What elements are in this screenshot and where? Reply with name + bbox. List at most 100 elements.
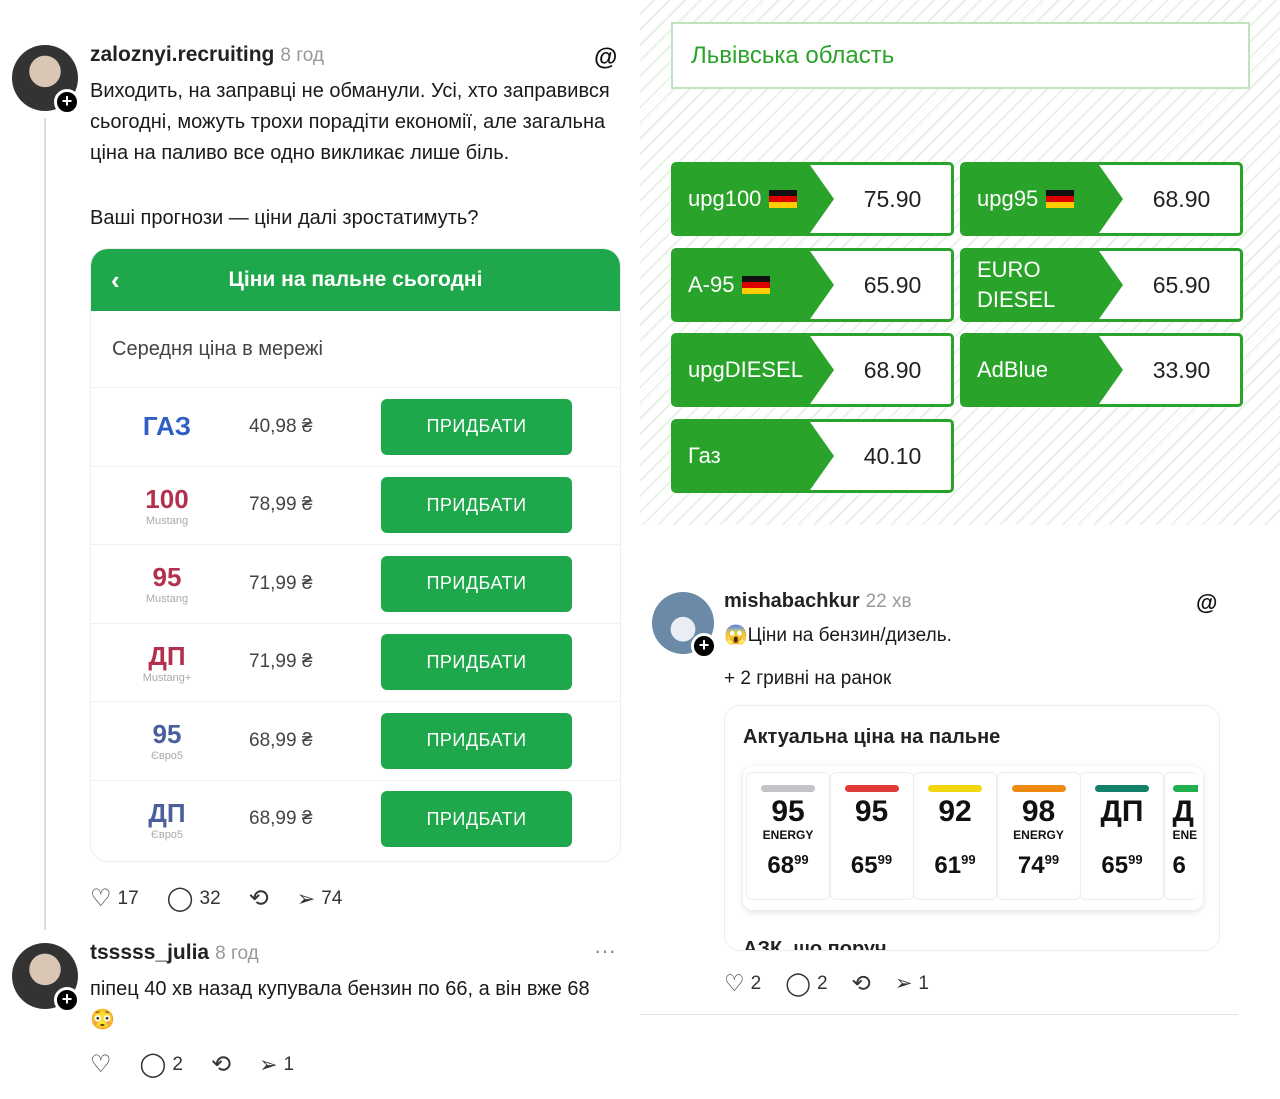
fuel-brand — [831, 828, 913, 844]
buy-button[interactable]: ПРИДБАТИ — [381, 634, 572, 691]
fuel-price-chip[interactable]: 95 6599 — [829, 772, 914, 900]
comment-text: піпец 40 хв назад купувала бензин по 66,… — [90, 978, 590, 1031]
fuel-price: 6 — [1173, 852, 1198, 880]
divider — [640, 1014, 1238, 1015]
price-cents: 99 — [1044, 852, 1060, 867]
card-title: Актуальна ціна на пальне — [743, 726, 1001, 748]
fuel-color-bar — [928, 785, 982, 792]
comment-button[interactable]: ◯ 2 — [785, 970, 828, 996]
fuel-price-chip[interactable]: ДП 6599 — [1080, 772, 1164, 900]
fuel-price-chip[interactable]: Д ENE 6 — [1163, 772, 1198, 900]
price-cents: 99 — [1128, 852, 1143, 867]
fuel-brand: ENE — [1172, 828, 1198, 842]
price-whole: 65 — [850, 852, 878, 879]
fuel-price: 71,99 ₴ — [249, 651, 313, 673]
fuel-price: 68,99 ₴ — [249, 808, 313, 830]
like-button[interactable]: ♡ 17 — [90, 885, 139, 912]
comment-button[interactable]: ◯ 32 — [166, 885, 221, 912]
fuel-price: 65.90 — [863, 271, 922, 298]
price-cents: 99 — [794, 852, 809, 867]
nearby-stations-label: АЗК, що поруч — [743, 938, 887, 951]
heart-icon: ♡ — [724, 970, 745, 996]
fuel-name: 95 — [771, 795, 805, 828]
fuel-price-chip[interactable]: 98 ENERGY 7499 — [996, 772, 1081, 900]
username[interactable]: mishabachkur — [724, 590, 860, 612]
like-button[interactable]: ♡ — [90, 1050, 112, 1079]
price-tile: A-95 65.90 — [671, 248, 954, 322]
fuel-name: ДП — [148, 640, 186, 671]
follow-plus-icon[interactable]: + — [54, 89, 80, 115]
price-tile: Газ 40.10 — [671, 419, 954, 493]
repost-button[interactable]: ⟲ — [249, 884, 269, 913]
fuel-row: 95 Mustang 71,99 ₴ ПРИДБАТИ — [91, 544, 620, 623]
fuel-type: ДП Євро5 — [111, 798, 223, 841]
repost-icon: ⟲ — [210, 1051, 232, 1078]
buy-button[interactable]: ПРИДБАТИ — [381, 477, 572, 534]
heart-icon: ♡ — [90, 1051, 112, 1078]
follow-plus-icon[interactable]: + — [54, 987, 80, 1013]
fuel-name: Д — [1172, 795, 1194, 828]
fuel-brand — [1081, 828, 1163, 844]
fuel-brand: ENERGY — [1013, 828, 1064, 842]
fuel-color-bar — [1172, 785, 1198, 792]
fuel-brand — [914, 828, 996, 844]
comment-button[interactable]: ◯ 2 — [139, 1051, 183, 1078]
post-text-2: + 2 гривні на ранок — [724, 668, 892, 689]
fuel-name: 95 — [152, 719, 182, 750]
more-options-icon[interactable]: ··· — [594, 938, 616, 963]
fuel-row: 95 Євро5 68,99 ₴ ПРИДБАТИ — [91, 701, 620, 780]
fuel-type: ДП Mustang+ — [111, 641, 223, 684]
threads-logo-icon[interactable]: @ — [594, 44, 618, 71]
threads-logo-icon[interactable]: @ — [1196, 590, 1218, 615]
share-button[interactable]: ➢ 1 — [259, 1051, 295, 1077]
fuel-price: 6599 — [1081, 852, 1163, 880]
fuel-price-chip[interactable]: 92 6199 — [913, 772, 997, 900]
timestamp: 8 год — [215, 943, 259, 964]
fuel-row: 100 Mustang 78,99 ₴ ПРИДБАТИ — [91, 465, 620, 545]
fuel-price: 7499 — [998, 852, 1080, 880]
fuel-price: 68,99 ₴ — [249, 729, 313, 751]
price-tile: upg95 68.90 — [960, 162, 1243, 236]
post-text: 😱Ціни на бензин/дизель. — [724, 625, 952, 646]
like-button[interactable]: ♡ 2 — [724, 970, 762, 996]
heart-icon: ♡ — [90, 885, 112, 912]
share-button[interactable]: ➢ 74 — [296, 885, 343, 911]
follow-plus-icon[interactable]: + — [691, 633, 717, 659]
fuel-subtitle: Mustang — [145, 593, 189, 606]
repost-icon: ⟲ — [851, 970, 871, 996]
fuel-color-bar — [1095, 785, 1149, 792]
buy-button[interactable]: ПРИДБАТИ — [381, 791, 572, 848]
post-header: mishabachkur 22 хв — [724, 590, 912, 613]
repost-button[interactable]: ⟲ — [211, 1050, 231, 1079]
back-chevron-icon[interactable]: ‹ — [111, 264, 120, 295]
timestamp: 8 год — [280, 45, 324, 66]
buy-button[interactable]: ПРИДБАТИ — [381, 555, 572, 612]
comment-icon: ◯ — [785, 970, 811, 996]
fuel-type: ГАЗ — [111, 411, 223, 442]
repost-button[interactable]: ⟲ — [852, 970, 871, 997]
price-board: Львівська область upg100 75.90 upg95 68.… — [640, 0, 1280, 525]
fuel-price-chip[interactable]: 95 ENERGY 6899 — [746, 772, 830, 900]
fuel-name: ГАЗ — [142, 411, 192, 442]
fuel-price: 40.10 — [863, 442, 922, 469]
fuel-color-bar — [761, 785, 815, 792]
fuel-type: 100 Mustang — [111, 484, 223, 527]
fuel-price: 78,99 ₴ — [249, 494, 313, 516]
fuel-price: 6899 — [747, 852, 829, 880]
buy-button[interactable]: ПРИДБАТИ — [381, 712, 572, 769]
fuel-label: upgDIESEL — [688, 357, 803, 382]
fuel-name: ДП — [1100, 795, 1144, 828]
fuel-subtitle: Євро5 — [150, 750, 184, 763]
fuel-name: 95 — [854, 795, 889, 828]
fuel-type: 95 Євро5 — [111, 719, 223, 762]
buy-button[interactable]: ПРИДБАТИ — [381, 398, 572, 455]
username[interactable]: tsssss_julia — [90, 941, 210, 964]
fuel-price: 6199 — [914, 852, 996, 880]
fuel-label: AdBlue — [977, 357, 1048, 382]
fuel-price: 6599 — [831, 852, 913, 880]
fuel-color-bar — [844, 785, 899, 792]
fuel-subtitle: Mustang+ — [142, 671, 192, 684]
share-button[interactable]: ➢ 1 — [894, 972, 929, 995]
fuel-name: 100 — [145, 483, 189, 514]
username[interactable]: zaloznyi.recruiting — [90, 43, 275, 66]
